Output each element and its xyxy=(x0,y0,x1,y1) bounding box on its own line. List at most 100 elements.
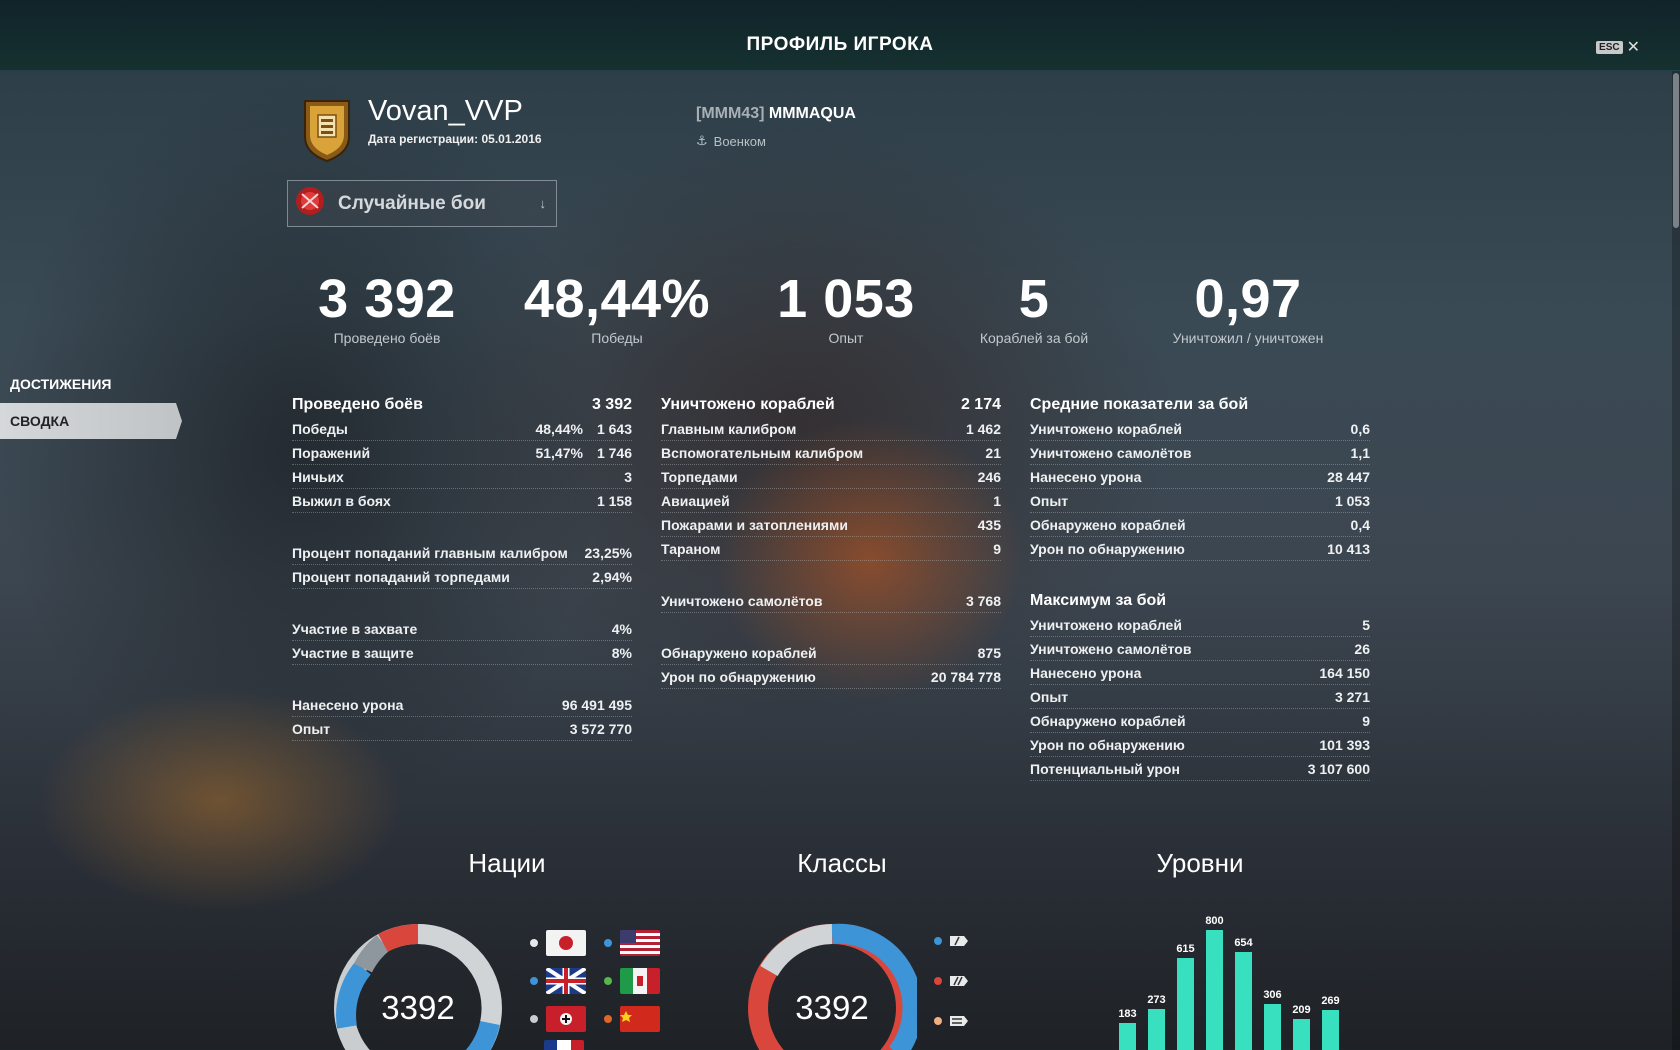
tier-bar[interactable] xyxy=(1235,952,1252,1050)
tiers-bar-chart: 183 273 615 800 654 306 209 269 xyxy=(1115,905,1355,1050)
tier-bar[interactable] xyxy=(1119,1023,1136,1050)
destroyed-column: Уничтожено кораблей 2 174 Главным калибр… xyxy=(661,393,1001,689)
row-value: 1 158 xyxy=(596,493,632,509)
row-value: 96 491 495 xyxy=(561,697,632,713)
destroyer-class-icon xyxy=(950,936,968,946)
battle-type-dropdown[interactable]: Случайные бои ↓ xyxy=(287,180,557,227)
row-label: Вспомогательным калибром xyxy=(661,445,864,461)
tier-bar[interactable] xyxy=(1322,1010,1339,1050)
nation-italy[interactable] xyxy=(604,968,660,994)
header-label: Максимум за бой xyxy=(1030,592,1167,609)
row-value: 101 393 xyxy=(1319,737,1370,753)
row-value: 3 768 xyxy=(965,593,1001,609)
close-button[interactable]: ESC ✕ xyxy=(1596,37,1640,57)
nations-donut-chart[interactable]: 3392 xyxy=(333,923,503,1050)
stat-row: Участие в защите 8% xyxy=(292,641,632,665)
row-value: 1 xyxy=(993,493,1001,509)
nation-pan-asia[interactable] xyxy=(604,1006,660,1032)
cruiser-class-icon xyxy=(950,976,968,986)
nation-france[interactable] xyxy=(544,1040,584,1050)
class-battleship[interactable] xyxy=(934,1016,968,1026)
row-label: Тараном xyxy=(661,541,721,557)
nation-usa[interactable] xyxy=(604,930,660,956)
nation-germany[interactable] xyxy=(530,1006,586,1032)
row-label: Процент попаданий главным калибром xyxy=(292,545,568,561)
row-value: 21 xyxy=(985,445,1001,461)
player-name: Vovan_VVP xyxy=(368,95,523,127)
row-value: 1,1 xyxy=(1350,445,1370,461)
stat-row: Тараном 9 xyxy=(661,537,1001,561)
tier-bar[interactable] xyxy=(1264,1004,1281,1050)
stat-wins: 48,44% Победы xyxy=(524,270,710,346)
stat-label: Опыт xyxy=(828,330,864,346)
tier-bar[interactable] xyxy=(1148,1009,1165,1050)
stat-row: Вспомогательным калибром 21 xyxy=(661,441,1001,465)
nation-japan[interactable] xyxy=(530,930,586,956)
close-icon[interactable]: ✕ xyxy=(1626,39,1640,56)
chevron-down-icon: ↓ xyxy=(539,196,547,211)
italy-flag-icon xyxy=(620,968,660,994)
row-label: Главным калибром xyxy=(661,421,797,437)
row-value: 2,94% xyxy=(592,569,632,585)
tier-bar-label: 209 xyxy=(1292,1004,1311,1016)
row-label: Урон по обнаружению xyxy=(661,669,816,685)
stat-row: Обнаружено кораблей 875 xyxy=(661,641,1001,665)
tier-bar-label: 615 xyxy=(1176,943,1195,955)
stat-value: 48,44% xyxy=(523,269,711,329)
stat-label: Победы xyxy=(591,330,643,346)
row-label: Обнаружено кораблей xyxy=(661,645,817,661)
column-header: Проведено боёв 3 392 xyxy=(292,393,632,417)
clan-name[interactable]: MMMAQUA xyxy=(768,105,856,122)
clan-line[interactable]: [MMM43] MMMAQUA xyxy=(696,105,856,123)
row-label: Уничтожено самолётов xyxy=(661,593,823,609)
row-value: 3 107 600 xyxy=(1307,761,1370,777)
row-label: Пожарами и затоплениями xyxy=(661,517,848,533)
nav-summary[interactable]: СВОДКА xyxy=(0,403,182,439)
scrollbar[interactable] xyxy=(1672,71,1680,1050)
scrollbar-thumb[interactable] xyxy=(1673,73,1679,228)
row-value: 164 150 xyxy=(1319,665,1370,681)
stat-row: Уничтожено самолётов 26 xyxy=(1030,637,1370,661)
class-destroyer[interactable] xyxy=(934,936,968,946)
classes-total: 3392 xyxy=(795,989,869,1026)
row-value: 9 xyxy=(1362,713,1370,729)
row-value: 3 xyxy=(624,469,632,485)
row-label: Участие в захвате xyxy=(292,621,418,637)
anchor-icon: ⚓ xyxy=(696,133,708,148)
row-label: Уничтожено кораблей xyxy=(1030,617,1182,633)
stat-ships-per-battle: 5 Кораблей за бой xyxy=(980,270,1088,346)
row-label: Опыт xyxy=(292,721,331,737)
battleship-class-icon xyxy=(950,1016,968,1026)
france-flag-icon xyxy=(544,1040,584,1050)
nation-uk[interactable] xyxy=(530,968,586,994)
tier-bar-label: 269 xyxy=(1321,995,1340,1007)
stat-row: Опыт 3 572 770 xyxy=(292,717,632,741)
class-cruiser[interactable] xyxy=(934,976,968,986)
tier-bar[interactable] xyxy=(1206,930,1223,1050)
column-header: Уничтожено кораблей 2 174 xyxy=(661,393,1001,417)
column-header: Максимум за бой xyxy=(1030,589,1370,613)
row-label: Авиацией xyxy=(661,493,730,509)
stat-kill-death: 0,97 Уничтожил / уничтожен xyxy=(1173,270,1324,346)
row-value: 0,6 xyxy=(1350,421,1370,437)
row-value: 4% xyxy=(611,621,632,637)
stat-row: Нанесено урона 164 150 xyxy=(1030,661,1370,685)
germany-flag-icon xyxy=(546,1006,586,1032)
tier-bar-label: 654 xyxy=(1234,937,1253,949)
clan-info[interactable]: [MMM43] MMMAQUA ⚓ Военком xyxy=(696,105,856,149)
stat-row: Нанесено урона 28 447 xyxy=(1030,465,1370,489)
tier-bar[interactable] xyxy=(1293,1019,1310,1050)
battle-type-label: Случайные бои xyxy=(338,192,486,214)
tier-bar[interactable] xyxy=(1177,958,1194,1050)
row-value: 875 xyxy=(977,645,1001,661)
tiers-title: Уровни xyxy=(1156,848,1244,878)
stat-row: Урон по обнаружению 20 784 778 xyxy=(661,665,1001,689)
esc-key-hint: ESC xyxy=(1596,40,1623,54)
uk-flag-icon xyxy=(546,968,586,994)
row-value: 0,4 xyxy=(1350,517,1370,533)
classes-donut-chart[interactable]: 3392 xyxy=(747,923,923,1050)
stat-label: Проведено боёв xyxy=(333,330,441,346)
nations-total: 3392 xyxy=(381,989,455,1026)
nav-achievements[interactable]: ДОСТИЖЕНИЯ xyxy=(10,376,112,392)
clan-tag[interactable]: [MMM43] xyxy=(696,105,765,122)
